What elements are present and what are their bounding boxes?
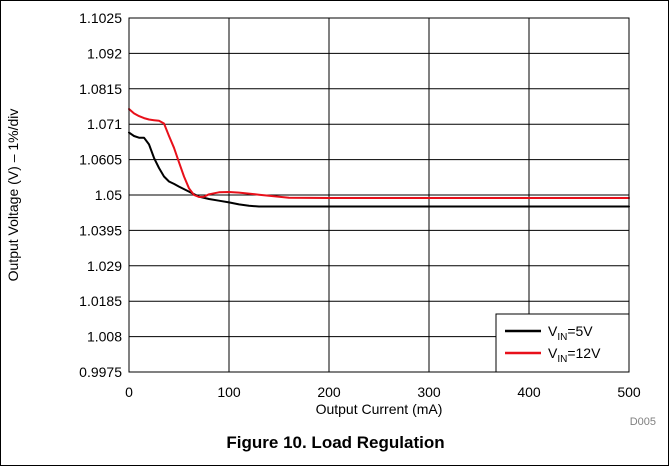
grid-lines [129, 18, 629, 372]
legend-label: VIN=5V [548, 323, 593, 343]
y-tick-label: 1.0185 [79, 293, 122, 309]
legend-label: VIN=12V [548, 345, 601, 365]
load-regulation-chart: 1.1025 1.092 1.0815 1.071 1.0605 1.05 1.0395 1.… [5, 10, 641, 417]
y-tick-label: 1.008 [87, 329, 122, 345]
y-tick-label: 1.029 [87, 258, 122, 274]
y-tick-label: 1.05 [95, 187, 122, 203]
y-tick-label: 1.0605 [79, 152, 122, 168]
series-line-vin-12v [128, 108, 630, 199]
x-tick-label: 100 [217, 384, 241, 400]
y-tick-label: 1.1025 [79, 10, 122, 26]
y-tick-label: 1.092 [87, 45, 122, 61]
y-tick-label: 0.9975 [79, 364, 122, 380]
x-tick-label: 500 [617, 384, 641, 400]
x-axis-label: Output Current (mA) [316, 401, 443, 417]
y-tick-label: 1.0815 [79, 81, 122, 97]
y-tick-labels: 1.1025 1.092 1.0815 1.071 1.0605 1.05 1.0395 1.… [79, 10, 122, 380]
figure-caption: Figure 10. Load Regulation [226, 433, 445, 452]
y-tick-label: 1.0395 [79, 222, 122, 238]
x-tick-labels: 0 100 200 300 400 500 [125, 384, 641, 400]
x-tick-label: 300 [417, 384, 441, 400]
y-tick-label: 1.071 [87, 116, 122, 132]
x-tick-label: 200 [317, 384, 341, 400]
x-tick-label: 400 [517, 384, 541, 400]
series-lines [128, 108, 630, 208]
figure-source-id: D005 [629, 416, 656, 428]
y-axis-label: Output Voltage (V) – 1%/div [5, 109, 21, 282]
x-tick-label: 0 [125, 384, 133, 400]
legend-box [495, 313, 630, 373]
plot-area [128, 17, 630, 373]
